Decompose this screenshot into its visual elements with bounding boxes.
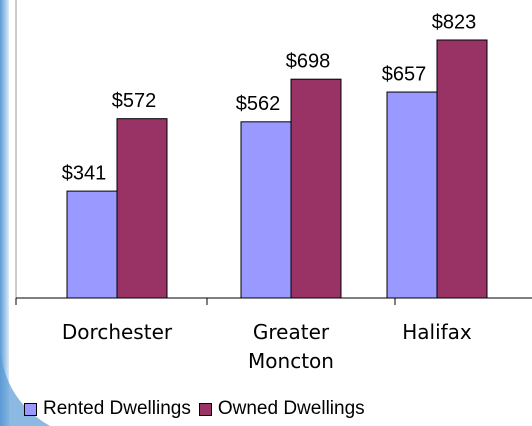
x-tick-label: Dorchester [61, 320, 173, 344]
legend-label: Rented Dwellings [43, 398, 191, 419]
bar [66, 190, 118, 299]
frame-edge [0, 0, 9, 426]
bar [290, 78, 342, 299]
bar [240, 121, 292, 299]
legend-swatch [24, 402, 37, 416]
value-label: $657 [382, 63, 427, 85]
legend-item: Owned Dwellings [198, 398, 365, 420]
bar [436, 39, 488, 299]
x-tick-label: Greater Moncton [248, 320, 334, 373]
frame-corner [0, 346, 50, 426]
value-label: $823 [432, 11, 477, 33]
legend-label: Owned Dwellings [217, 398, 365, 419]
x-tick-label: Halifax [402, 320, 472, 344]
bar [386, 91, 438, 299]
legend-item: Rented Dwellings [24, 398, 191, 420]
legend-swatch [198, 402, 212, 416]
value-label: $698 [286, 50, 331, 72]
value-label: $572 [112, 90, 157, 112]
value-label: $341 [62, 162, 107, 184]
bar [116, 118, 168, 299]
legend: Rented Dwellings Owned Dwellings [24, 398, 373, 420]
value-label: $562 [236, 93, 281, 115]
